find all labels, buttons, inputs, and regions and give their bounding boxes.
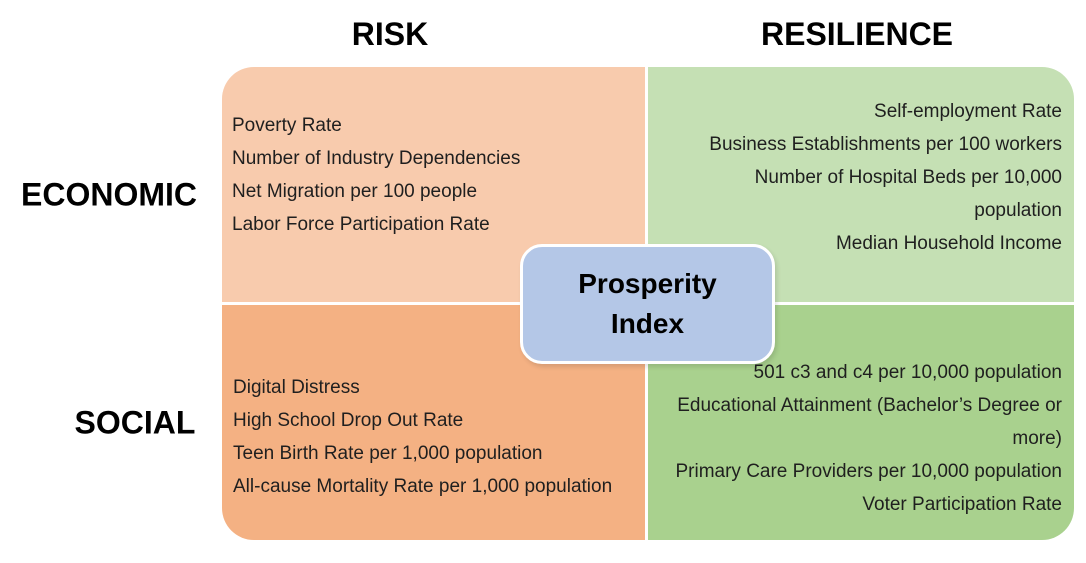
column-header-resilience: RESILIENCE: [760, 16, 954, 52]
quadrant-item: Teen Birth Rate per 1,000 population: [233, 442, 543, 464]
quadrant-item: Voter Participation Rate: [862, 494, 1062, 515]
row-label-economic: ECONOMIC: [21, 176, 197, 213]
quadrant-item: Net Migration per 100 people: [232, 180, 478, 202]
column-header-risk: RISK: [351, 16, 429, 52]
quadrant-item: Business Establishments per 100 workers: [709, 134, 1062, 155]
prosperity-index-label: Prosperity Index: [578, 268, 717, 339]
prosperity-index-box: Prosperity Index: [520, 244, 775, 364]
quadrant-item: High School Drop Out Rate: [233, 409, 464, 431]
quadrant-item: All-cause Mortality Rate per 1,000 popul…: [233, 475, 613, 497]
quadrant-item: Digital Distress: [233, 376, 360, 398]
quadrant-item: Primary Care Providers per 10,000 popula…: [675, 461, 1062, 482]
quadrant-economic-risk: Poverty Rate Number of Industry Dependenc…: [222, 67, 645, 302]
quadrant-item: Number of Hospital Beds per 10,000 popul…: [754, 167, 1062, 221]
row-label-social: SOCIAL: [74, 404, 196, 441]
quadrant-item: Self-employment Rate: [874, 101, 1062, 122]
quadrant-item: Labor Force Participation Rate: [232, 213, 490, 235]
quadrant-item: Poverty Rate: [232, 114, 342, 136]
quadrant-item: Educational Attainment (Bachelor’s Degre…: [677, 395, 1062, 449]
quadrant-item: 501 c3 and c4 per 10,000 population: [753, 362, 1062, 383]
quadrant-item: Number of Industry Dependencies: [232, 147, 521, 169]
quadrant-item: Median Household Income: [835, 233, 1062, 254]
